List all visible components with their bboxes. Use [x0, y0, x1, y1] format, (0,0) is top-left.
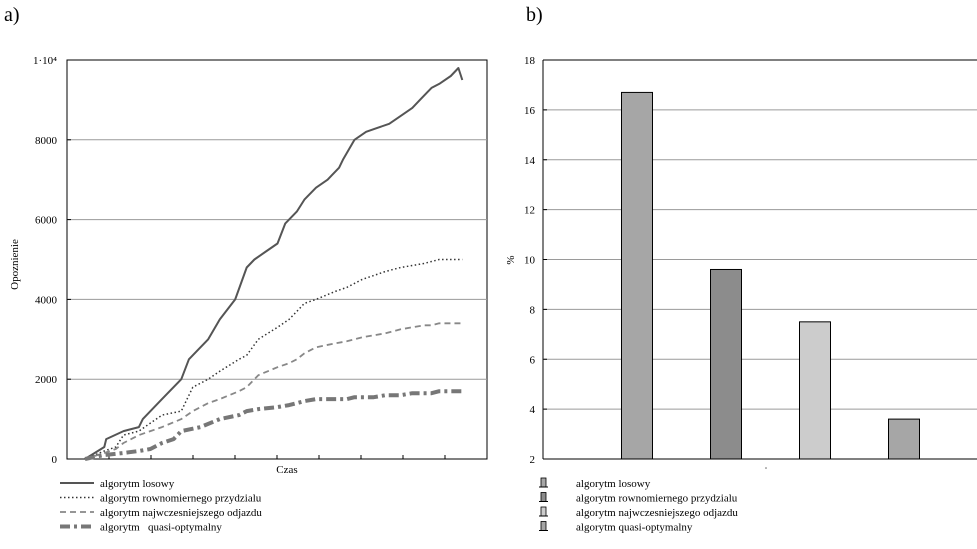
- legend-label-b: algorytm losowy: [576, 478, 651, 490]
- legend-item-b: [539, 521, 548, 531]
- legend-item-b: [539, 492, 548, 502]
- y-tick-label-a: 6000: [35, 215, 58, 227]
- y-tick-label-a: 0: [52, 454, 58, 466]
- y-tick-label-a: 2000: [35, 374, 58, 386]
- y-tick-label-b: 14: [524, 155, 536, 167]
- y-axis-label-b: %: [505, 255, 517, 264]
- legend-label-a: algorytm najwczesniejszego odjazdu: [100, 507, 262, 519]
- plot-frame-a: [66, 59, 488, 460]
- legend-label-a: algorytm quasi-optymalny: [100, 522, 222, 534]
- series-line-dashed: [84, 322, 463, 460]
- legend-label-a: algorytm rownomiernego przydzialu: [100, 493, 262, 505]
- legend-swatch-b: [540, 477, 547, 488]
- legend-swatch-b: [540, 506, 547, 517]
- legend-label-b: algorytm quasi-optymalny: [576, 522, 693, 534]
- series-line-dashdot: [84, 389, 463, 461]
- panel-b-label: b): [526, 4, 543, 26]
- y-tick-label-a: 8000: [35, 135, 58, 147]
- legend-swatch-b: [540, 492, 547, 502]
- legend-item-b: [539, 506, 548, 517]
- bar-1: [621, 91, 653, 460]
- y-tick-label-a: 4000: [35, 294, 58, 306]
- y-axis-label-a: Opoznienie: [9, 239, 21, 290]
- legend-label-a: algorytm losowy: [100, 478, 175, 490]
- bar-3: [799, 321, 831, 460]
- legend-item-b: [539, 477, 548, 488]
- y-tick-label-b: 18: [524, 55, 536, 67]
- series-line-dotted: [84, 258, 463, 460]
- legend-swatch-b: [540, 521, 547, 531]
- y-tick-label-b: 16: [524, 105, 536, 117]
- y-tick-label-b: 4: [530, 404, 536, 416]
- y-tick-label-b: 2: [530, 454, 536, 466]
- legend-label-b: algorytm rownomiernego przydzialu: [576, 493, 738, 505]
- y-tick-label-b: 12: [524, 205, 535, 217]
- legend-label-b: algorytm najwczesniejszego odjazdu: [576, 507, 738, 519]
- y-tick-label-b: 6: [530, 354, 536, 366]
- stray-dot: [765, 467, 767, 469]
- bar-2: [710, 268, 742, 460]
- y-tick-label-b: 8: [530, 304, 536, 316]
- y-tick-label-b: 10: [524, 255, 536, 267]
- bar-4: [888, 418, 920, 460]
- panel-a-label: a): [4, 4, 20, 26]
- x-axis-label-a: Czas: [276, 464, 297, 476]
- y-tick-label-a: 1·10⁴: [33, 55, 57, 67]
- series-line-solid: [84, 67, 464, 460]
